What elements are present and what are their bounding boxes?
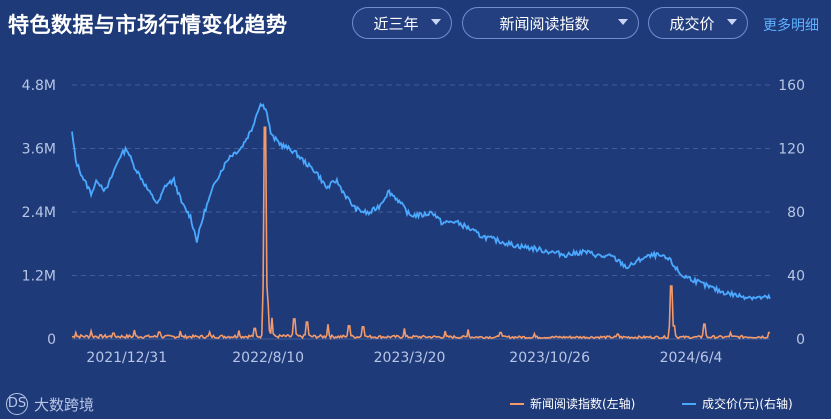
more-details-link[interactable]: 更多明细 xyxy=(763,18,819,34)
left-tick-label: 4.8M xyxy=(22,78,56,94)
left-metric-dropdown[interactable]: 新闻阅读指数 xyxy=(462,7,639,39)
chevron-down-icon xyxy=(618,19,628,25)
right-tick-label: 40 xyxy=(787,269,805,285)
x-tick-label: 2023/10/26 xyxy=(509,350,590,366)
legend-label-news: 新闻阅读指数(左轴) xyxy=(530,397,636,411)
series-line-price xyxy=(71,102,771,302)
brand-mark-icon: DS xyxy=(6,393,28,415)
right-axis: 0 40 80 120 160 xyxy=(778,78,805,348)
brand-name: 大数跨境 xyxy=(34,395,95,414)
x-tick-label: 2021/12/31 xyxy=(86,350,167,366)
series-layer xyxy=(71,102,771,341)
legend-item-price[interactable]: 成交价(元)(右轴) xyxy=(682,395,793,412)
series-line-news xyxy=(71,126,770,341)
left-tick-label: 3.6M xyxy=(22,142,56,158)
right-tick-label: 160 xyxy=(778,78,805,94)
left-axis: 0 1.2M 2.4M 3.6M 4.8M xyxy=(22,78,56,348)
x-axis: 2021/12/31 2022/8/10 2023/3/20 2023/10/26 20… xyxy=(86,350,722,366)
chevron-down-icon xyxy=(727,19,737,25)
x-tick-label: 2022/8/10 xyxy=(232,350,304,366)
right-tick-label: 0 xyxy=(796,332,805,348)
legend-swatch-news xyxy=(510,402,524,405)
left-metric-value: 新闻阅读指数 xyxy=(499,14,590,33)
left-tick-label: 0 xyxy=(47,332,56,348)
left-tick-label: 1.2M xyxy=(22,269,56,285)
grid-lines xyxy=(72,84,770,340)
legend-item-news[interactable]: 新闻阅读指数(左轴) xyxy=(510,395,635,412)
brand-logo: DS 大数跨境 xyxy=(6,393,94,415)
x-tick-label: 2023/3/20 xyxy=(374,350,446,366)
chevron-down-icon xyxy=(431,19,441,25)
right-metric-dropdown[interactable]: 成交价 xyxy=(648,7,748,39)
time-range-value: 近三年 xyxy=(373,14,419,33)
legend-swatch-price xyxy=(682,402,696,405)
right-tick-label: 120 xyxy=(778,142,805,158)
time-range-dropdown[interactable]: 近三年 xyxy=(352,7,452,39)
legend-label-price: 成交价(元)(右轴) xyxy=(702,397,793,411)
left-tick-label: 2.4M xyxy=(22,205,56,221)
page-title: 特色数据与市场行情变化趋势 xyxy=(8,13,288,37)
right-tick-label: 80 xyxy=(787,205,805,221)
right-metric-value: 成交价 xyxy=(669,14,715,33)
x-tick-label: 2024/6/4 xyxy=(660,350,723,366)
